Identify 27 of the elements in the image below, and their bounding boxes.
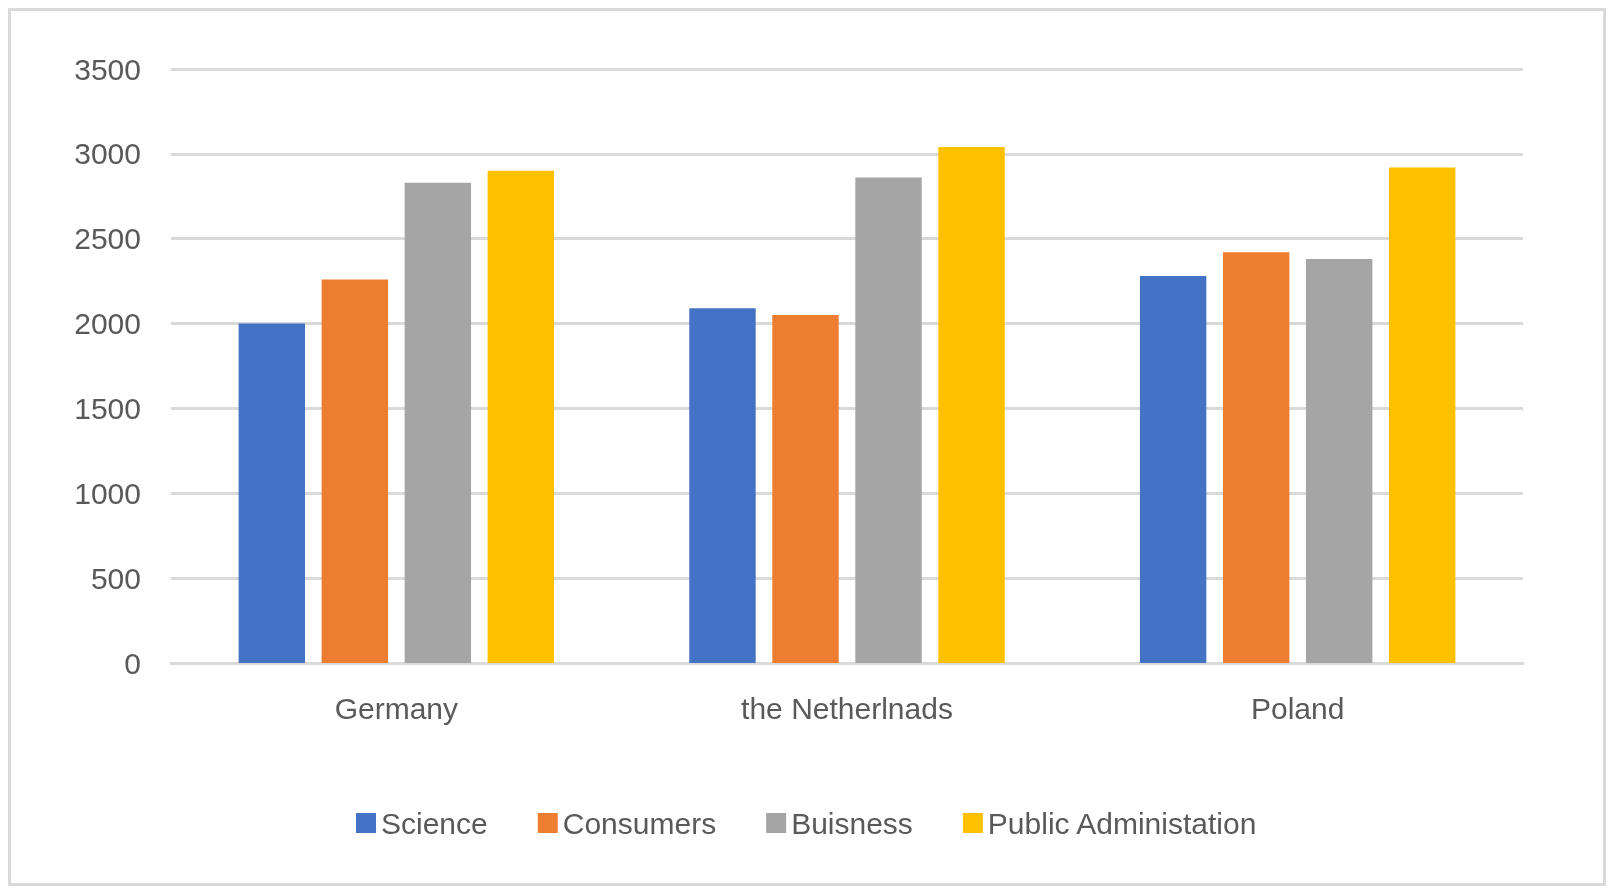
legend-label: Public Administation <box>987 806 1257 840</box>
bar <box>1305 259 1373 663</box>
bar <box>689 308 756 663</box>
bar <box>855 177 922 663</box>
y-tick-label: 2000 <box>74 307 141 341</box>
bar <box>321 279 389 663</box>
x-tick-label: Germany <box>334 691 459 725</box>
y-tick-label: 3500 <box>74 52 141 86</box>
bar <box>238 323 306 663</box>
x-tick-label: the Netherlnads <box>741 691 953 725</box>
bar <box>1222 252 1290 663</box>
bar <box>1139 276 1207 663</box>
y-tick-label: 1500 <box>74 391 141 425</box>
bar <box>772 315 839 663</box>
legend-label: Consumers <box>562 806 717 840</box>
legend-label: Buisness <box>791 806 913 840</box>
y-tick-label: 2500 <box>74 222 141 256</box>
y-tick-label: 1000 <box>74 476 141 510</box>
bar <box>404 182 472 663</box>
legend-label: Science <box>381 806 488 840</box>
y-tick-label: 500 <box>90 561 141 595</box>
bar <box>1388 167 1456 663</box>
bar <box>487 170 555 663</box>
x-tick-label: Poland <box>1250 691 1345 725</box>
y-tick-label: 0 <box>124 646 141 680</box>
y-tick-label: 3000 <box>74 137 141 171</box>
bar <box>938 147 1005 663</box>
